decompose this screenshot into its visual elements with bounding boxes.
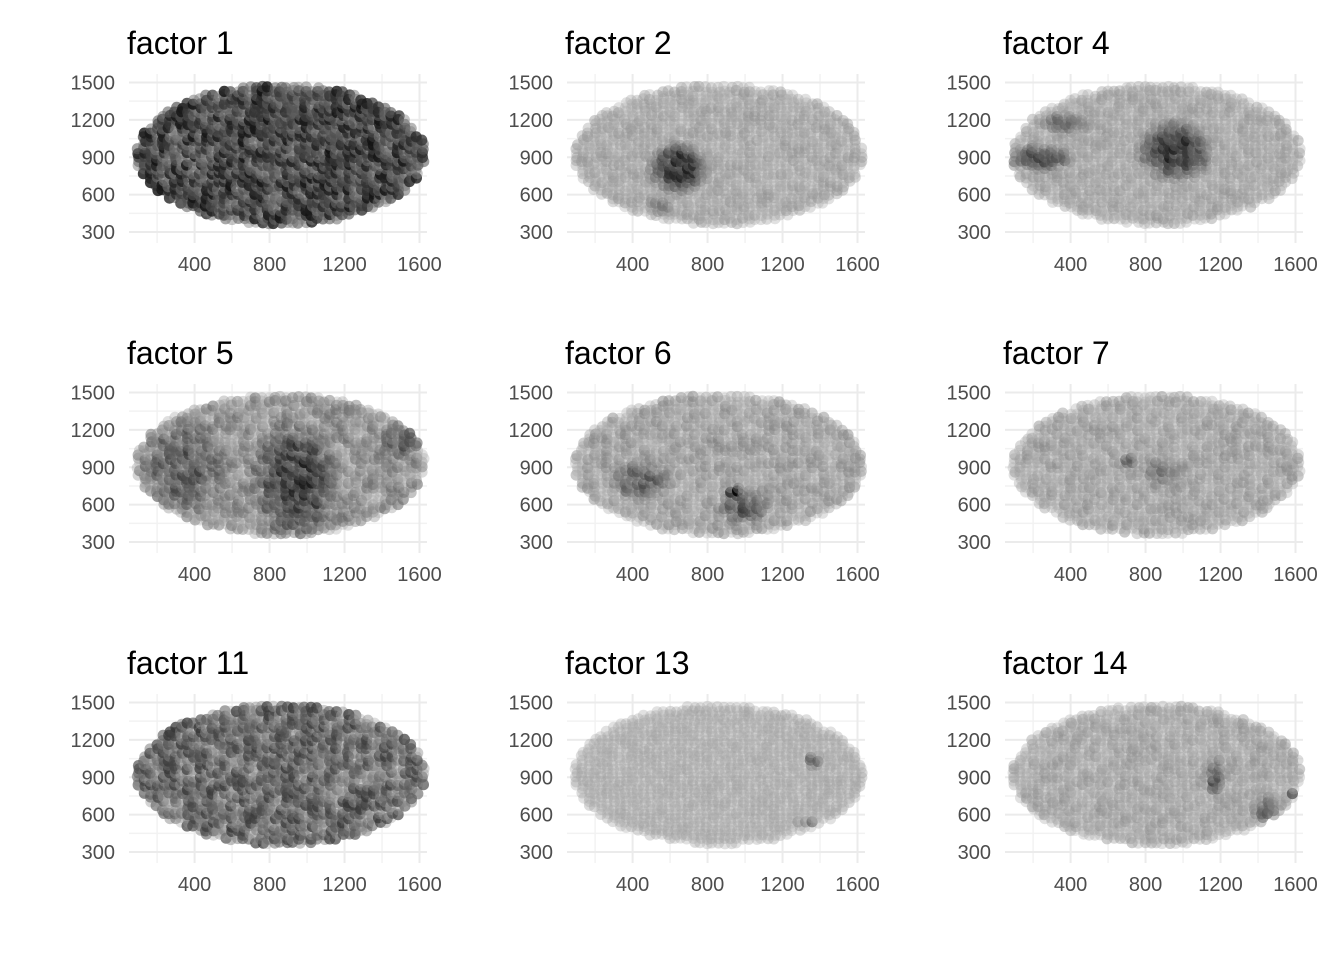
x-tick-label: 800 xyxy=(1129,254,1162,276)
y-tick-label: 1500 xyxy=(947,72,992,94)
y-tick-label: 600 xyxy=(958,185,991,207)
x-tick-label: 1600 xyxy=(397,564,442,586)
y-tick-label: 600 xyxy=(520,185,553,207)
data-point xyxy=(206,89,219,101)
panel-title: factor 1 xyxy=(127,25,234,61)
facet-panel: factor 2 400 800 1200 1600 300 600 900 1200 1500 xyxy=(509,25,880,276)
y-tick-label: 900 xyxy=(520,147,553,169)
y-tick-label: 900 xyxy=(82,457,115,479)
x-tick-label: 1600 xyxy=(397,254,442,276)
data-point xyxy=(848,126,860,139)
y-tick-label: 900 xyxy=(82,147,115,169)
y-tick-label: 300 xyxy=(958,222,991,244)
y-tick-label: 1500 xyxy=(509,72,554,94)
y-tick-label: 300 xyxy=(82,222,115,244)
x-tick-label: 1600 xyxy=(835,254,880,276)
x-tick-label: 1200 xyxy=(322,564,367,586)
x-tick-label: 400 xyxy=(616,254,649,276)
data-point xyxy=(1292,135,1304,147)
scatter-points xyxy=(131,80,430,230)
panel-title: factor 5 xyxy=(127,335,234,371)
facet-panel: factor 4 400 800 1200 1600 300 600 900 1200 1500 xyxy=(947,25,1318,276)
x-tick-label: 400 xyxy=(178,254,211,276)
x-tick-label: 800 xyxy=(691,254,724,276)
y-tick-label: 300 xyxy=(82,532,115,554)
scatter-points xyxy=(570,80,868,230)
x-tick-label: 400 xyxy=(1054,254,1087,276)
x-tick-label: 400 xyxy=(178,564,211,586)
y-tick-label: 900 xyxy=(958,147,991,169)
x-tick-label: 800 xyxy=(253,254,286,276)
facet-panel: factor 5 400 800 1200 1600 300 600 900 1200 1500 xyxy=(71,335,442,586)
y-tick-label: 1500 xyxy=(71,72,116,94)
facet-panel: factor 1 400 800 1200 1600 300 600 900 1200 1500 xyxy=(71,25,442,276)
y-tick-label: 600 xyxy=(82,185,115,207)
panel-title: factor 4 xyxy=(1003,25,1110,61)
scatter-points xyxy=(1008,80,1306,230)
y-tick-label: 600 xyxy=(82,495,115,517)
y-tick-label: 1200 xyxy=(71,420,116,442)
panel-title: factor 2 xyxy=(565,25,672,61)
x-tick-label: 1200 xyxy=(760,254,805,276)
x-tick-label: 800 xyxy=(253,564,286,586)
x-tick-label: 1200 xyxy=(322,254,367,276)
y-tick-label: 300 xyxy=(520,222,553,244)
scatter-points xyxy=(131,390,430,540)
x-tick-label: 1200 xyxy=(1198,254,1243,276)
y-tick-label: 1200 xyxy=(509,110,554,132)
x-tick-label: 1600 xyxy=(1273,254,1318,276)
y-tick-label: 1200 xyxy=(947,110,992,132)
y-tick-label: 1500 xyxy=(71,382,116,404)
data-point xyxy=(855,142,868,154)
data-point xyxy=(416,134,428,146)
y-tick-label: 1200 xyxy=(71,110,116,132)
data-point xyxy=(1279,118,1291,130)
